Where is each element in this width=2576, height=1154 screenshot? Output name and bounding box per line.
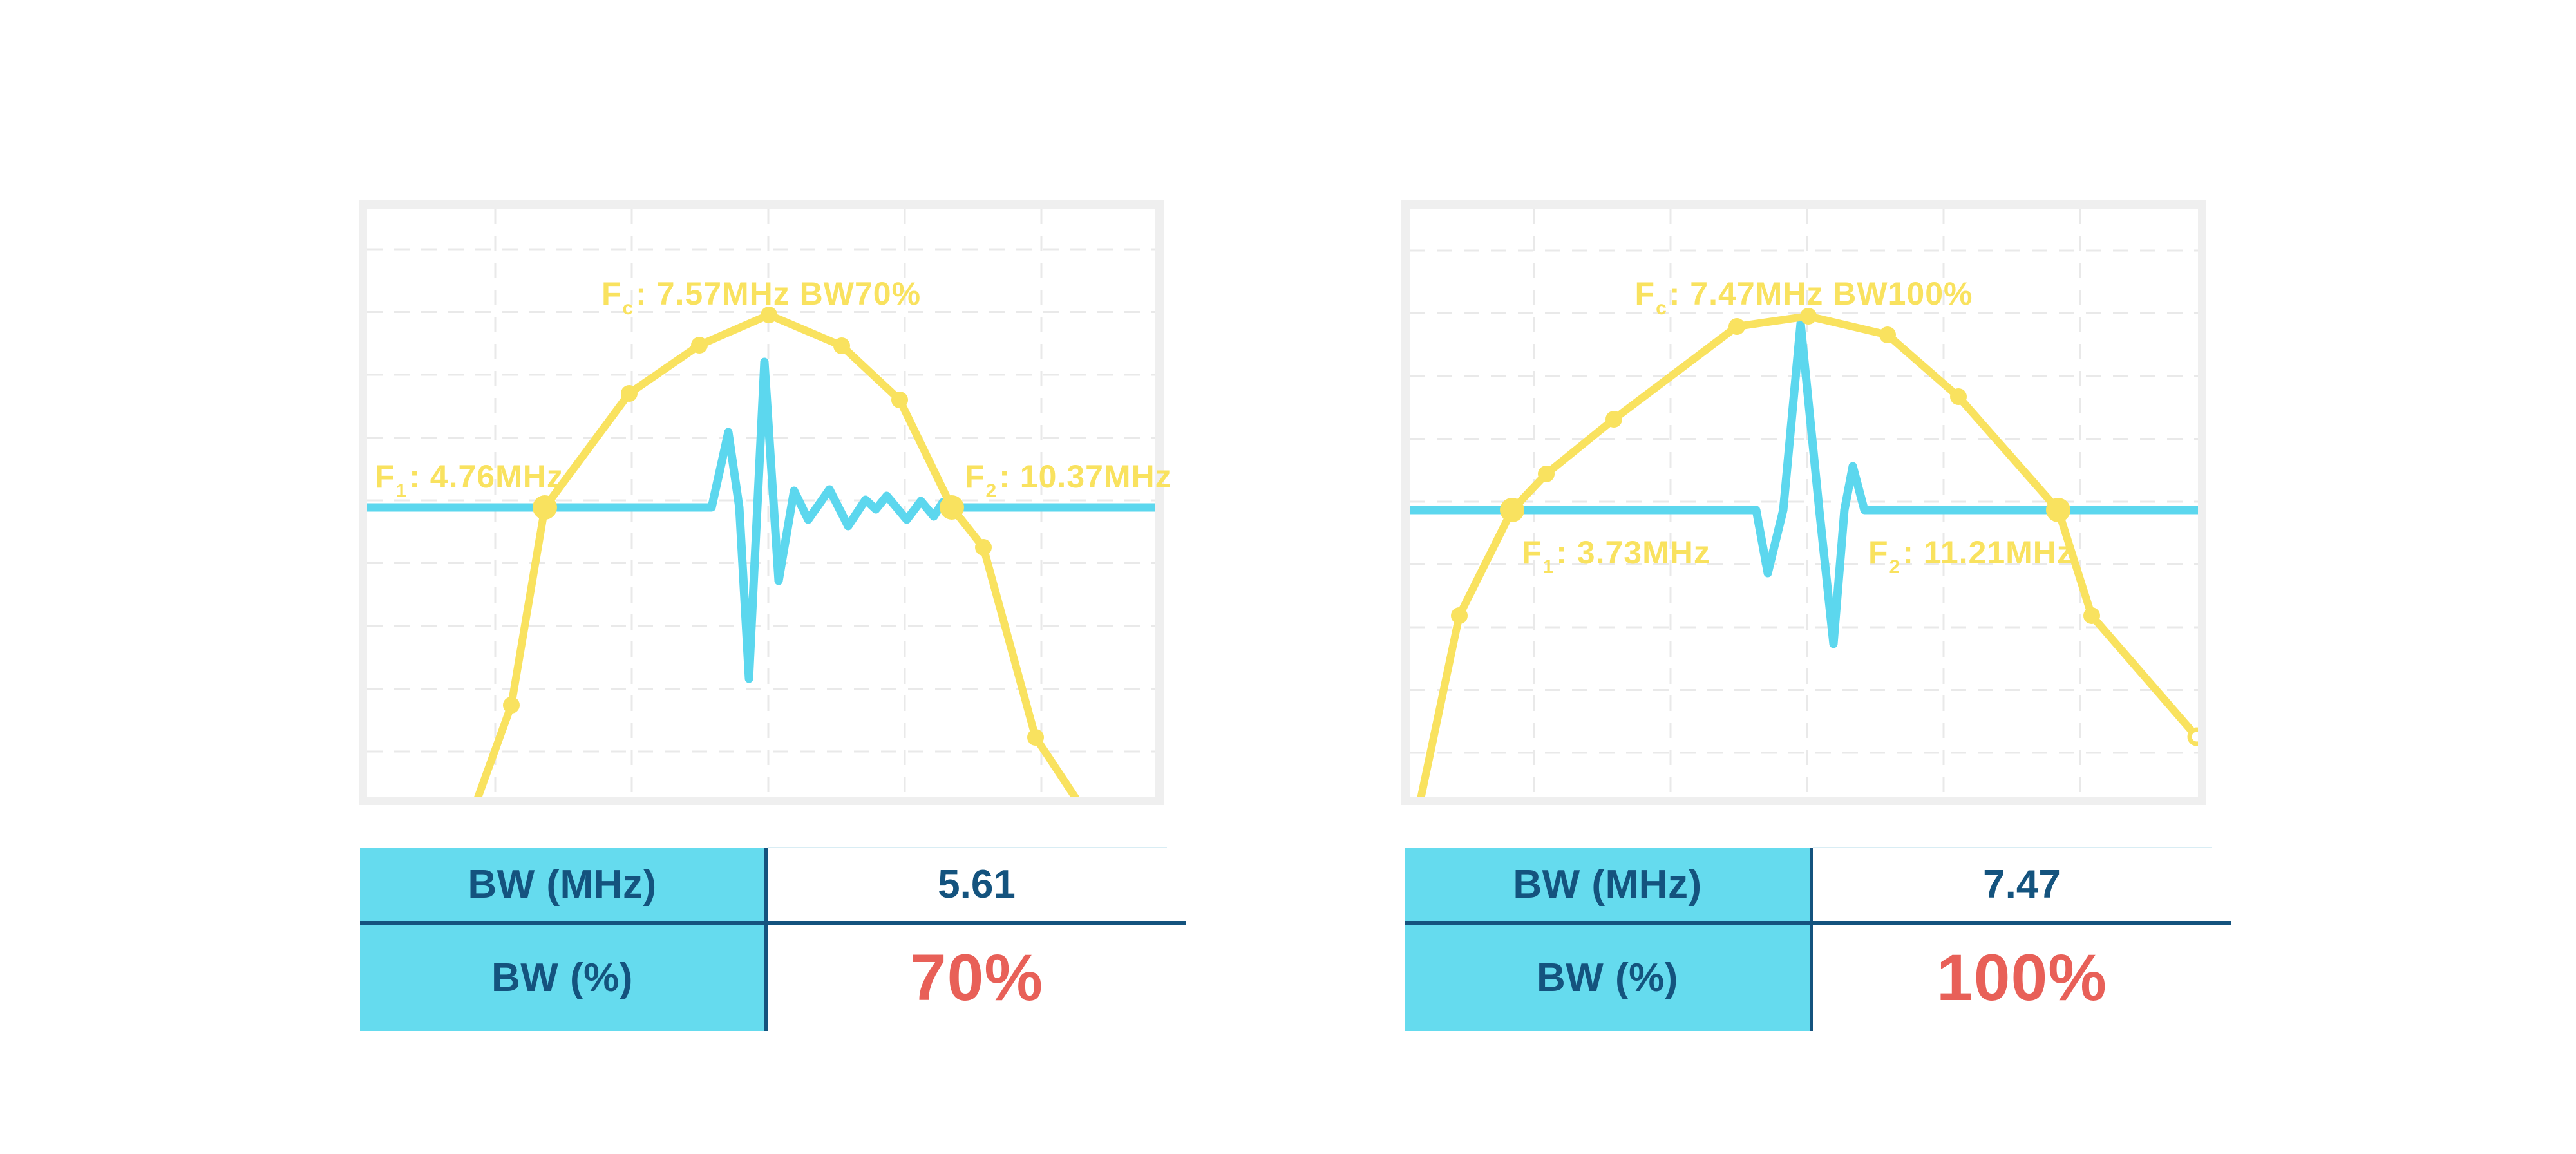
fc-label-subscript: c [1656, 298, 1667, 319]
table-value-bw-pct: 100% [1813, 925, 2231, 1031]
f2-frequency-label: F2: 10.37MHz [965, 459, 1172, 501]
f2-label-value: : 10.37MHz [999, 459, 1172, 495]
table-header-label: BW (%) [491, 956, 633, 1000]
bw-summary-table: BW (MHz) 5.61 BW (%) 70% [360, 847, 1186, 1031]
table-value-text: 7.47 [1983, 862, 2061, 907]
table-header-bw-pct: BW (%) [360, 925, 764, 1031]
table-header-bw-pct: BW (%) [1405, 925, 1810, 1031]
table-value-text: 5.61 [938, 862, 1016, 907]
fc-label-f: F [601, 276, 622, 312]
table-header-label: BW (MHz) [468, 862, 657, 907]
f2-frequency-label: F2: 11.21MHz [1868, 534, 2074, 577]
chart-panel-bw70: Fc: 7.57MHz BW70% F1: 4.76MHz F2: 10.37M… [359, 200, 1171, 805]
table-value-text: 100% [1937, 941, 2107, 1014]
table-value-bw-mhz: 7.47 [1813, 848, 2231, 921]
f2-label-value: : 11.21MHz [1902, 534, 2074, 571]
fc-label-subscript: c [622, 298, 634, 319]
f1-label-subscript: 1 [1542, 556, 1555, 578]
f2-label-f: F [965, 459, 985, 495]
f1-label-f: F [1522, 534, 1542, 571]
chart-plot-area [1401, 200, 2206, 805]
table-column-divider [1810, 848, 1813, 1031]
fc-label-value: : 7.57MHz BW70% [636, 276, 922, 312]
bw-summary-table: BW (MHz) 7.47 BW (%) 100% [1405, 847, 2231, 1031]
table-column-divider [764, 848, 768, 1031]
table-header-bw-mhz: BW (MHz) [360, 848, 764, 921]
f2-label-subscript: 2 [1889, 556, 1901, 578]
table-row-divider [360, 921, 1186, 925]
fc-label-f: F [1634, 276, 1656, 312]
table-top-rule [1813, 847, 2212, 849]
f1-label-subscript: 1 [395, 480, 408, 502]
table-row-divider [1405, 921, 2231, 925]
fc-label-value: : 7.47MHz BW100% [1669, 276, 1973, 312]
center-frequency-label: Fc: 7.57MHz BW70% [367, 276, 1155, 318]
table-value-bw-pct: 70% [768, 925, 1186, 1031]
table-top-rule [768, 847, 1167, 849]
f2-label-subscript: 2 [985, 480, 998, 502]
f1-label-f: F [375, 459, 395, 495]
table-header-label: BW (%) [1537, 956, 1678, 1000]
f1-frequency-label: F1: 4.76MHz [375, 459, 564, 501]
spectrum-pulse-chart [1410, 209, 2198, 797]
f1-frequency-label: F1: 3.73MHz [1522, 534, 1710, 577]
table-value-bw-mhz: 5.61 [768, 848, 1186, 921]
f1-label-value: : 3.73MHz [1556, 534, 1710, 571]
chart-plot-area [359, 200, 1164, 805]
chart-panel-bw100: Fc: 7.47MHz BW100% F1: 3.73MHz F2: 11.21… [1401, 200, 2206, 805]
table-header-bw-mhz: BW (MHz) [1405, 848, 1810, 921]
f1-label-value: : 4.76MHz [409, 459, 564, 495]
f2-label-f: F [1868, 534, 1889, 571]
table-header-label: BW (MHz) [1513, 862, 1702, 907]
center-frequency-label: Fc: 7.47MHz BW100% [1410, 276, 2198, 318]
table-value-text: 70% [909, 941, 1044, 1014]
spectrum-pulse-chart [367, 209, 1155, 797]
